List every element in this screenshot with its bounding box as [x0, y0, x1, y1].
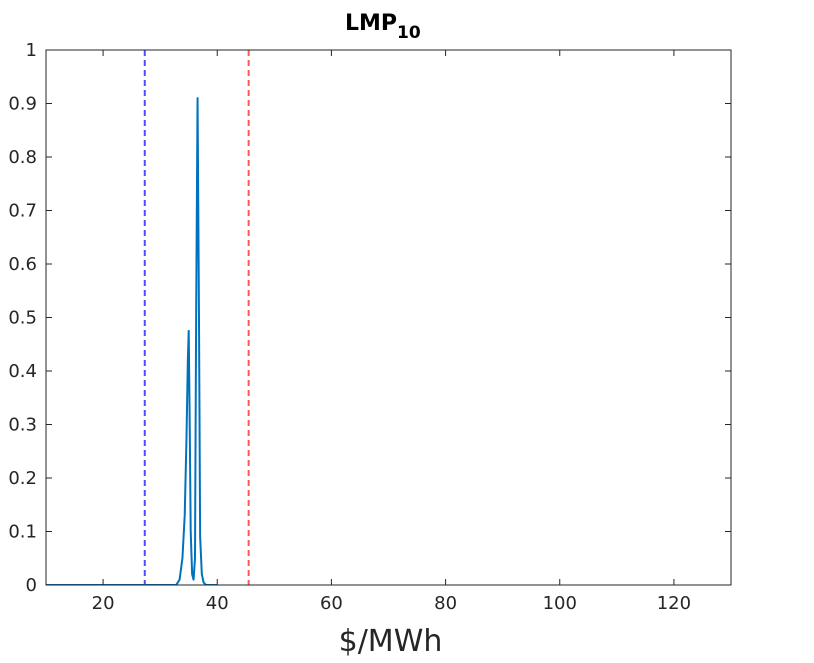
x-tick-label: 60 — [320, 593, 343, 614]
y-tick-label: 0.4 — [8, 361, 37, 382]
y-tick-label: 0.1 — [8, 522, 37, 543]
x-axis-label: $/MWh — [339, 624, 443, 659]
chart-title-text: LMP — [345, 11, 397, 36]
series-line-1 — [46, 97, 218, 585]
y-tick-label: 0.8 — [8, 147, 37, 168]
y-tick-label: 0.5 — [8, 308, 37, 329]
plot-area — [46, 50, 250, 585]
chart-title-subscript: 10 — [397, 23, 421, 43]
y-tick-label: 0 — [26, 575, 37, 596]
y-tick-label: 0.3 — [8, 415, 37, 436]
plot-content — [46, 50, 250, 585]
x-tick-label: 40 — [206, 593, 229, 614]
y-tick-label: 0.9 — [8, 94, 37, 115]
x-tick-label: 120 — [657, 593, 691, 614]
y-tick-label: 1 — [26, 40, 37, 61]
axes: 20 40 60 80 100 120 0 0.1 0.2 0.3 0.4 0.5 0.6 0.7 0.8 0… — [8, 40, 732, 614]
x-tick-label: 80 — [434, 593, 457, 614]
y-tick-label: 0.6 — [8, 254, 37, 275]
x-tick-label: 20 — [92, 593, 115, 614]
y-tick-label: 0.7 — [8, 201, 37, 222]
x-tick-label: 100 — [543, 593, 577, 614]
chart-title: LMP10 — [345, 11, 421, 43]
y-tick-label: 0.2 — [8, 468, 37, 489]
